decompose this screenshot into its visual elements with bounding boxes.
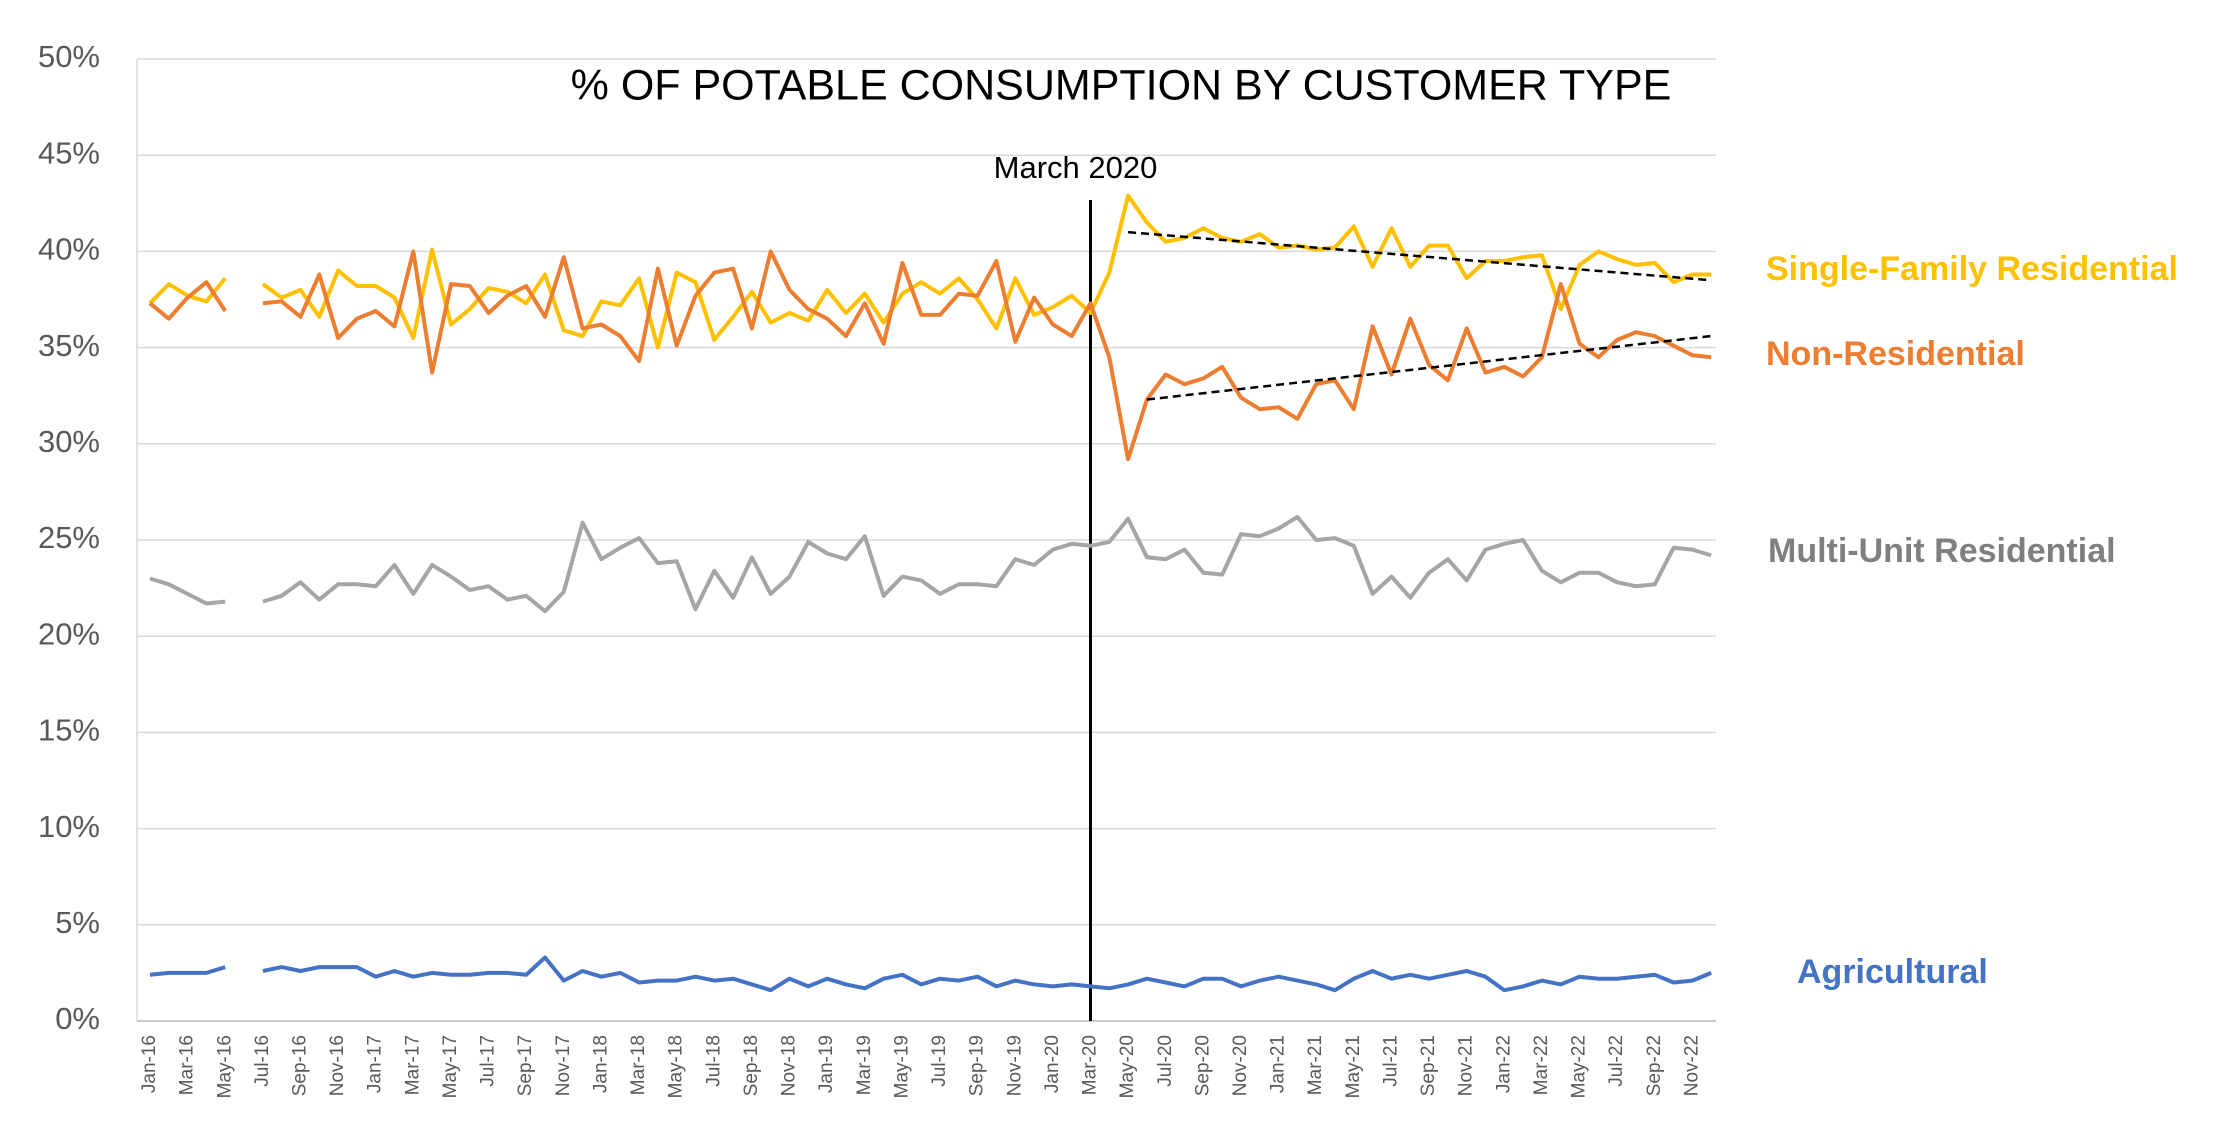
x-tick-label: May-16 [214, 1035, 235, 1098]
x-tick-label: Jul-21 [1380, 1035, 1401, 1087]
x-tick-label: Jan-21 [1268, 1035, 1289, 1093]
x-tick-label: Jul-20 [1155, 1035, 1176, 1087]
x-tick-label: Nov-20 [1230, 1035, 1251, 1096]
x-tick-label: Jan-19 [816, 1035, 837, 1093]
x-tick-label: Jan-22 [1493, 1035, 1514, 1093]
x-tick-label: May-21 [1343, 1035, 1364, 1098]
x-tick-label: Sep-17 [515, 1035, 536, 1096]
y-tick-label: 45% [38, 135, 100, 170]
x-tick-label: Mar-16 [177, 1035, 198, 1095]
x-tick-label: May-20 [1117, 1035, 1138, 1098]
trend-line [1128, 230, 1712, 282]
y-tick-label: 5% [55, 905, 100, 940]
y-tick-label: 30% [38, 424, 100, 459]
series-line [148, 249, 1712, 462]
x-tick-label: Mar-19 [854, 1035, 875, 1095]
legend-label: Multi-Unit Residential [1768, 532, 2116, 570]
y-tick-label: 40% [38, 232, 100, 267]
x-tick-label: Jan-20 [1042, 1035, 1063, 1093]
x-tick-label: May-17 [440, 1035, 461, 1098]
x-tick-label: Sep-19 [967, 1035, 988, 1096]
trend-line [1146, 334, 1712, 401]
x-tick-label: Mar-22 [1531, 1035, 1552, 1095]
x-tick-label: Jul-16 [252, 1035, 273, 1087]
legend-label: Agricultural [1797, 953, 1988, 991]
x-tick-label: Sep-22 [1644, 1035, 1665, 1096]
x-tick-label: Mar-17 [402, 1035, 423, 1095]
x-tick-label: Mar-18 [628, 1035, 649, 1095]
y-tick-label: 15% [38, 713, 100, 748]
x-tick-label: Nov-17 [553, 1035, 574, 1096]
x-tick-label: Jul-17 [478, 1035, 499, 1087]
x-tick-label: Mar-21 [1305, 1035, 1326, 1095]
legend-label: Single-Family Residential [1766, 250, 2178, 288]
y-tick-label: 20% [38, 616, 100, 651]
x-tick-label: Sep-16 [289, 1035, 310, 1096]
x-tick-label: Nov-16 [327, 1035, 348, 1096]
chart-title: % OF POTABLE CONSUMPTION BY CUSTOMER TYP… [571, 61, 1672, 109]
x-tick-label: Jan-18 [590, 1035, 611, 1093]
x-tick-label: Nov-18 [779, 1035, 800, 1096]
x-tick-label: Nov-19 [1004, 1035, 1025, 1096]
event-label: March 2020 [994, 150, 1158, 185]
x-tick-label: Jan-17 [365, 1035, 386, 1093]
x-tick-label: Nov-21 [1456, 1035, 1477, 1096]
y-tick-label: 10% [38, 809, 100, 844]
x-tick-label: Jul-18 [703, 1035, 724, 1087]
x-tick-label: Mar-20 [1080, 1035, 1101, 1095]
x-tick-label: Sep-21 [1418, 1035, 1439, 1096]
x-tick-label: Sep-18 [741, 1035, 762, 1096]
y-tick-label: 25% [38, 520, 100, 555]
x-tick-label: Jul-19 [929, 1035, 950, 1087]
y-tick-label: 35% [38, 328, 100, 363]
x-tick-label: May-22 [1569, 1035, 1590, 1098]
x-tick-label: Jan-16 [139, 1035, 160, 1093]
x-tick-label: Sep-20 [1192, 1035, 1213, 1096]
legend-label: Non-Residential [1766, 335, 2025, 373]
y-tick-label: 50% [38, 39, 100, 74]
x-tick-label: Nov-22 [1681, 1035, 1702, 1096]
x-tick-label: Jul-22 [1606, 1035, 1627, 1087]
y-tick-label: 0% [55, 1001, 100, 1036]
series-line [149, 514, 1712, 614]
x-tick-label: May-19 [891, 1035, 912, 1098]
series-line [149, 955, 1712, 993]
x-tick-label: May-18 [666, 1035, 687, 1098]
